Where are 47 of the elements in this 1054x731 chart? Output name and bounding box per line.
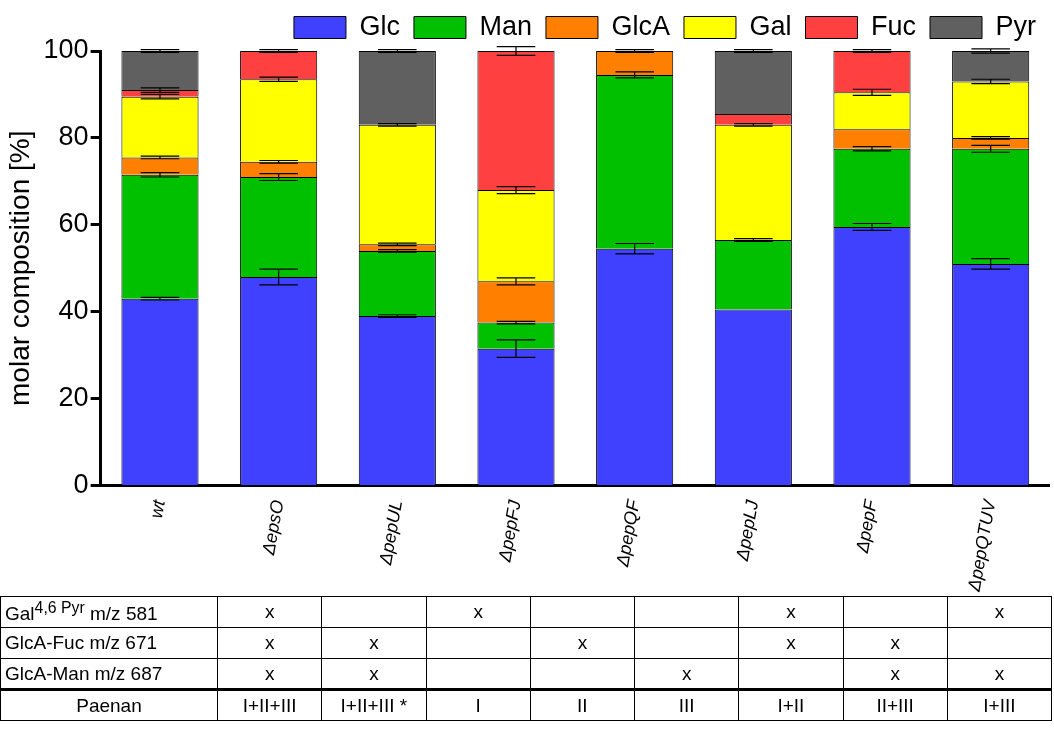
text: x	[681, 662, 692, 684]
text: I+II+III *	[340, 694, 408, 716]
category-label: Paenan	[76, 694, 142, 716]
x-tick-label: ΔpepQTUV	[963, 496, 1000, 594]
category-label: GlcA-Man m/z 687	[5, 662, 163, 684]
text: II+III	[876, 694, 914, 716]
text: x	[264, 662, 275, 684]
category-label: GlcA-Fuc m/z 671	[5, 632, 158, 653]
y-tick-label: 40	[58, 295, 89, 326]
text: x	[994, 601, 1005, 622]
x-tick-label: ΔpepFJ	[494, 497, 526, 565]
text: I+III	[983, 694, 1016, 716]
text: I+II+III	[242, 694, 297, 716]
text: x	[577, 632, 588, 653]
text: III	[678, 694, 695, 716]
text: x	[786, 632, 796, 653]
y-tick-label: 100	[43, 34, 89, 65]
text: x	[369, 662, 379, 684]
text: x	[264, 601, 275, 622]
x-tick-label: ΔpepQF	[612, 497, 644, 570]
text: I	[475, 694, 481, 716]
category-label: Gal$^{4,6 Pyr}$ m/z 581	[5, 598, 158, 625]
y-tick-label: 0	[73, 468, 89, 499]
x-tick-label: wt	[146, 497, 170, 520]
text: x	[890, 632, 900, 653]
text: x	[264, 632, 275, 653]
text: x	[890, 662, 900, 684]
y-tick-label: 80	[58, 121, 89, 152]
text: x	[786, 601, 796, 622]
legend-label: Fuc	[870, 10, 917, 41]
x-tick-label: ΔpepLJ	[731, 497, 763, 564]
text: I+II	[777, 694, 805, 716]
y-tick-label: 60	[58, 208, 89, 239]
y-tick-label: 20	[58, 382, 89, 413]
legend-label: Glc	[359, 10, 400, 41]
x-tick-label: ΔpepUL	[375, 498, 407, 568]
x-tick-label: ΔpepF	[851, 497, 882, 556]
legend-label: Man	[479, 10, 532, 41]
text: x	[994, 662, 1005, 684]
legend-label: Gal	[749, 10, 792, 41]
text: x	[369, 632, 379, 653]
legend-label: GlcA	[611, 10, 670, 41]
text: II	[577, 694, 588, 716]
x-tick-label: ΔepsO	[258, 498, 288, 558]
text: x	[473, 601, 483, 622]
y-axis-title: molar composition [%]	[3, 130, 35, 406]
legend-label: Pyr	[995, 10, 1037, 41]
